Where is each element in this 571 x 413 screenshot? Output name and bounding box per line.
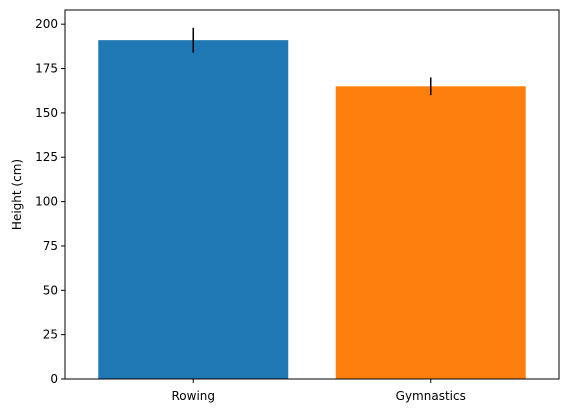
y-tick-label: 175 (35, 62, 58, 76)
y-axis: 0 25 50 75 100 125 150 175 200 (35, 17, 65, 386)
bar-rowing (98, 40, 289, 379)
y-tick-label: 125 (35, 150, 58, 164)
y-tick-label: 200 (35, 17, 58, 31)
y-axis-label: Height (cm) (10, 159, 24, 230)
bars-layer (98, 40, 526, 379)
error-bars-layer (192, 27, 432, 96)
y-tick-label: 75 (43, 239, 58, 253)
x-axis: Rowing Gymnastics (171, 379, 466, 403)
plot-frame (64, 9, 560, 380)
y-tick-label: 0 (50, 372, 58, 386)
x-tick-label: Rowing (171, 389, 215, 403)
y-tick-label: 100 (35, 195, 58, 209)
y-tick-label: 50 (43, 283, 58, 297)
y-tick-label: 150 (35, 106, 58, 120)
bar-gymnastics (335, 86, 526, 379)
x-tick-label: Gymnastics (396, 389, 466, 403)
y-tick-label: 25 (43, 328, 58, 342)
